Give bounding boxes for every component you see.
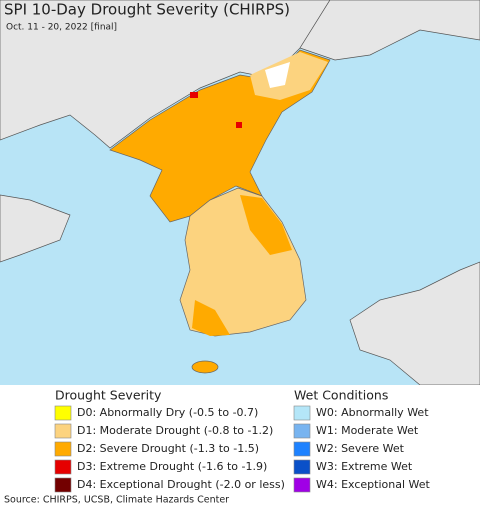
map — [0, 0, 480, 386]
legend-title: Drought Severity — [55, 388, 162, 403]
legend-label: D0: Abnormally Dry (-0.5 to -0.7) — [77, 406, 258, 419]
legend-label: D4: Exceptional Drought (-2.0 or less) — [77, 478, 285, 491]
legend-swatch — [54, 423, 72, 439]
legend-label: W1: Moderate Wet — [316, 424, 419, 437]
d3-patch — [236, 122, 242, 128]
legend-label: W2: Severe Wet — [316, 442, 405, 455]
legend-swatch — [293, 477, 311, 493]
land-russia — [299, 0, 480, 61]
d2-east — [240, 195, 292, 255]
legend-label: D2: Severe Drought (-1.3 to -1.5) — [77, 442, 259, 455]
land-shandong — [0, 194, 71, 263]
no-drought-area — [265, 62, 290, 88]
legend-label: D1: Moderate Drought (-0.8 to -1.2) — [77, 424, 273, 437]
d3-patch — [190, 92, 198, 98]
legend-label: D3: Extreme Drought (-1.6 to -1.9) — [77, 460, 267, 473]
legend-title: Wet Conditions — [294, 388, 388, 403]
title: SPI 10-Day Drought Severity (CHIRPS) — [4, 1, 290, 19]
legend: Drought Severity D0: Abnormally Dry (-0.5… — [54, 388, 431, 493]
legend-label: W3: Extreme Wet — [316, 460, 413, 473]
subtitle: Oct. 11 - 20, 2022 [final] — [6, 23, 117, 33]
jeju — [191, 360, 219, 374]
land-japan — [349, 261, 480, 386]
legend-label: W4: Exceptional Wet — [316, 478, 431, 491]
legend-swatch — [54, 459, 72, 475]
legend-swatch — [54, 441, 72, 457]
source: Source: CHIRPS, UCSB, Climate Hazards Ce… — [4, 495, 229, 506]
legend-swatch — [293, 441, 311, 457]
legend-label: W0: Abnormally Wet — [316, 406, 429, 419]
legend-swatch — [54, 405, 72, 421]
legend-swatch — [54, 477, 72, 493]
legend-panel — [0, 385, 480, 510]
legend-swatch — [293, 405, 311, 421]
legend-swatch — [293, 459, 311, 475]
d1-northeast — [250, 52, 328, 100]
legend-swatch — [293, 423, 311, 439]
d2-south — [192, 300, 230, 336]
